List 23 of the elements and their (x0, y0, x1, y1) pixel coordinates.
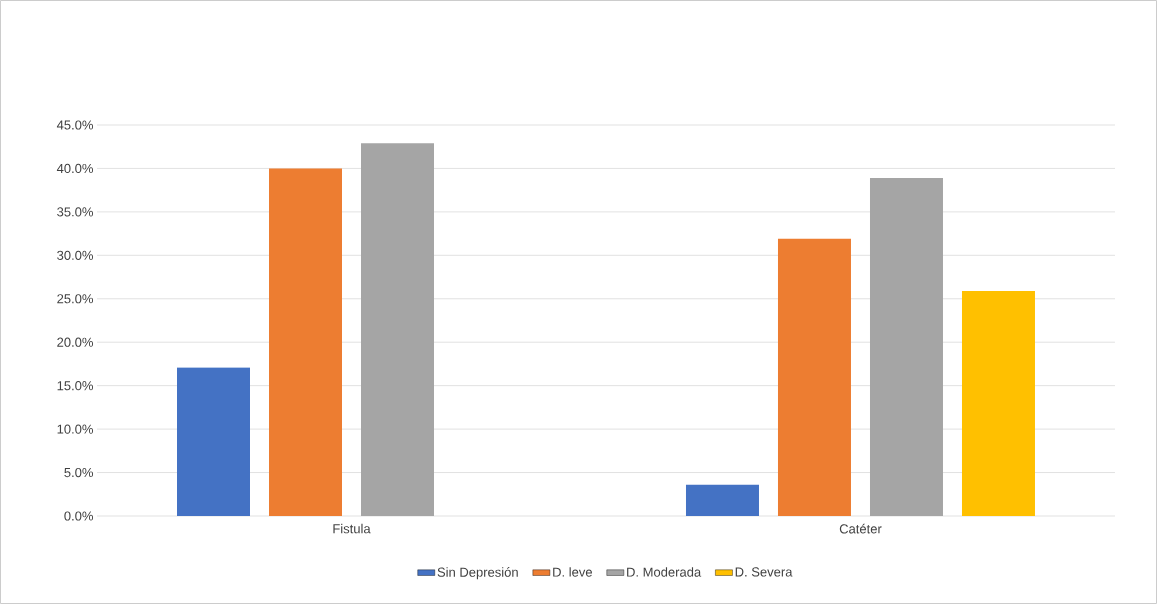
y-tick-label: 15.0% (57, 381, 94, 391)
legend-label: D. leve (553, 567, 592, 577)
legend-label: Sin Depresión (437, 567, 518, 580)
bar (961, 290, 1035, 516)
bar (177, 367, 250, 516)
x-tick-label: Catéter (839, 523, 882, 534)
y-tick-label: 35.0% (57, 207, 94, 217)
bar (361, 143, 434, 516)
y-tick-label: 5.0% (64, 467, 94, 478)
y-tick-label: 0.0% (64, 511, 94, 521)
legend-label: D. Severa (735, 567, 793, 577)
bar (869, 177, 943, 516)
legend-label: D. Moderada (627, 567, 702, 577)
x-tick-label: Fistula (333, 523, 371, 534)
y-tick-label: 30.0% (57, 250, 94, 260)
y-tick-label: 25.0% (57, 294, 94, 304)
y-tick-label: 45.0% (56, 120, 94, 130)
bar (685, 484, 759, 516)
bar (777, 238, 851, 516)
y-tick-label: 40.0% (56, 163, 94, 174)
y-tick-label: 10.0% (57, 424, 94, 434)
y-tick-label: 20.0% (57, 337, 94, 347)
bar (269, 168, 342, 516)
